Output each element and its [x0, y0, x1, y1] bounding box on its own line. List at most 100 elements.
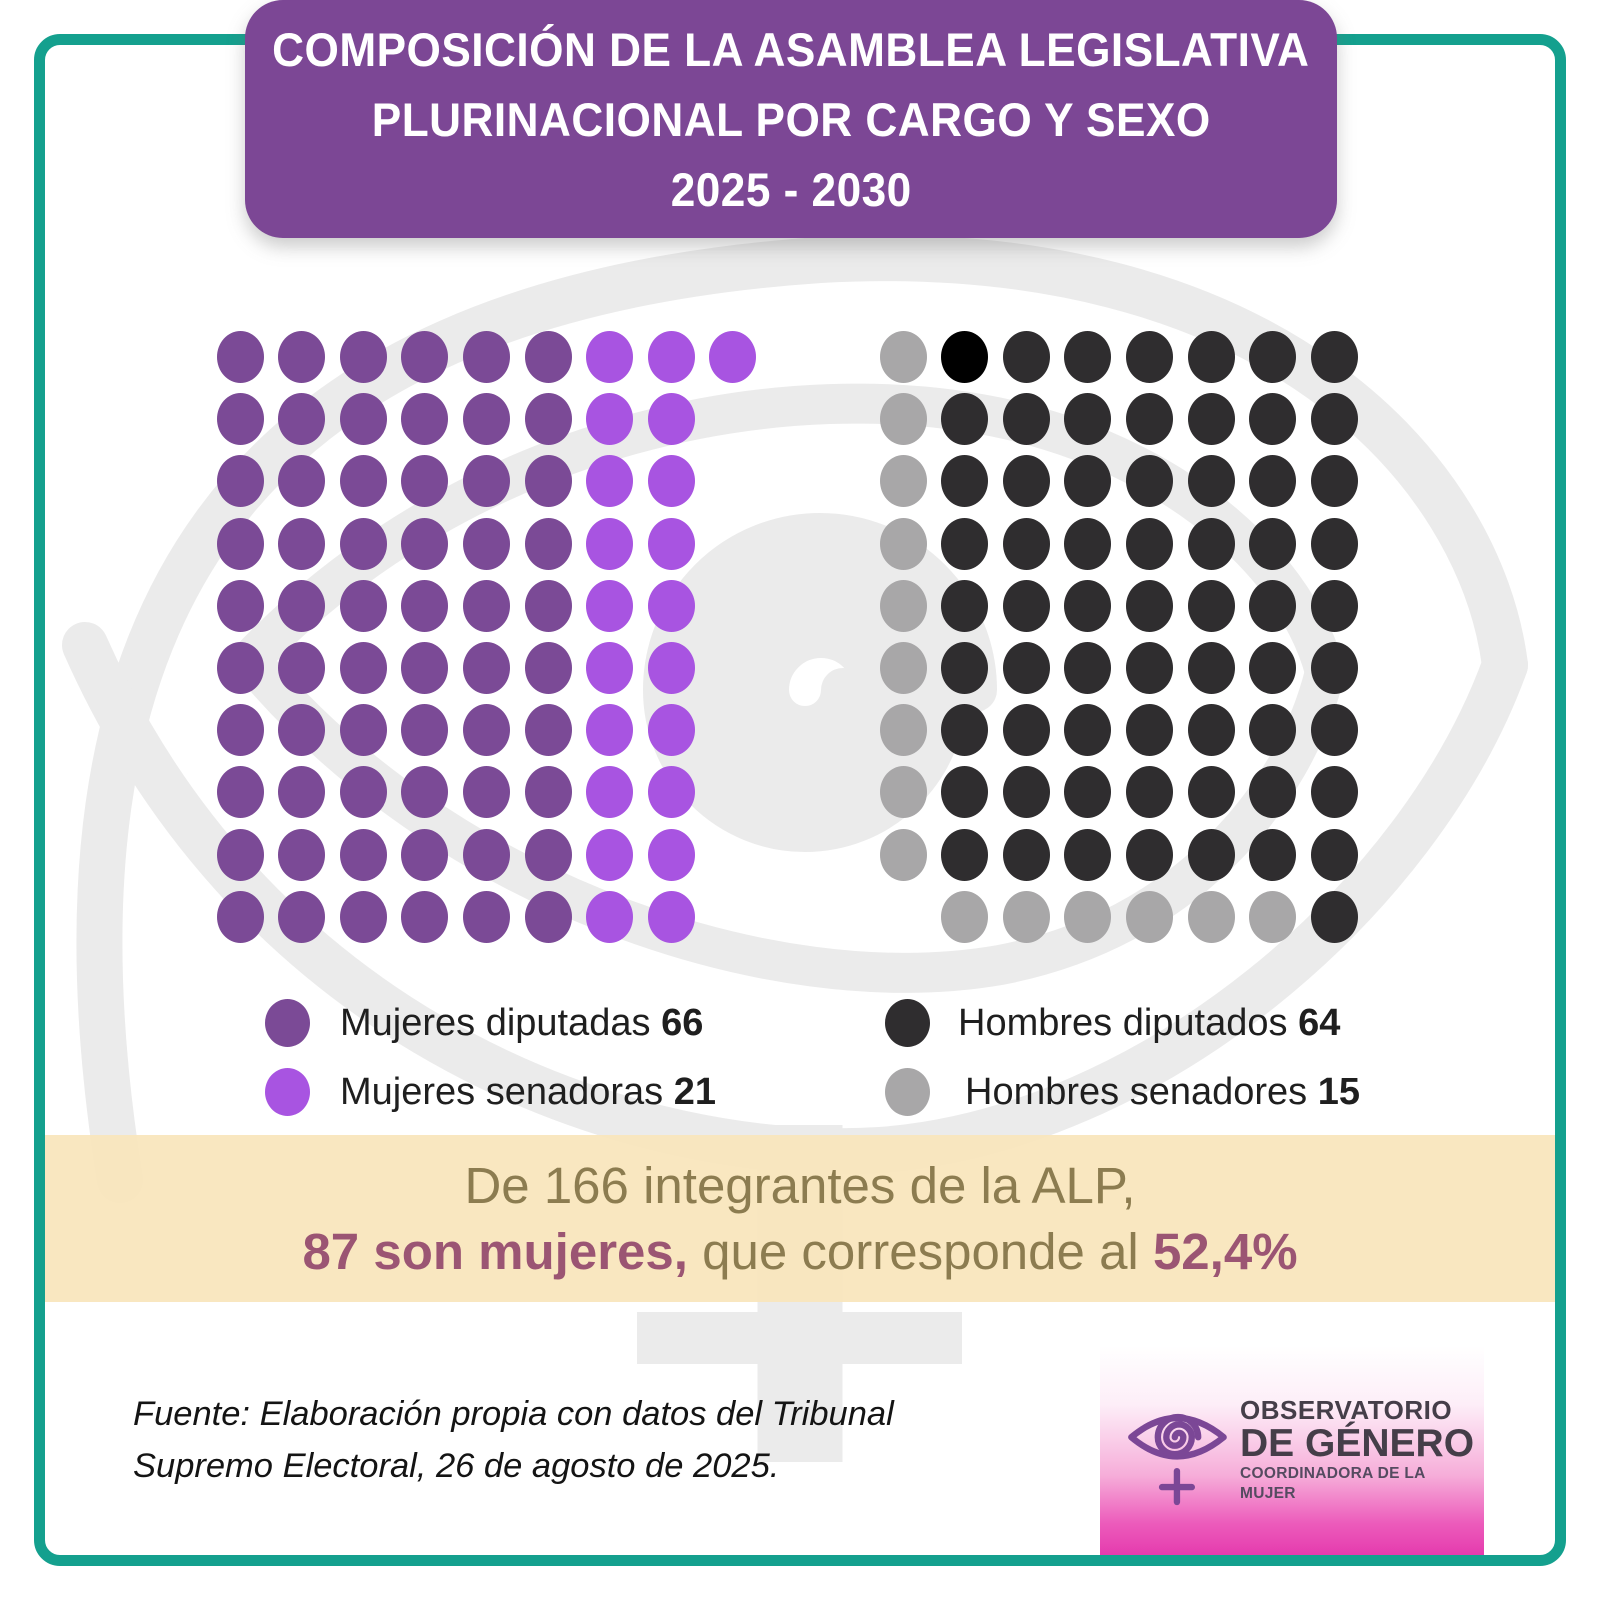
legend-text: Hombres senadores	[965, 1071, 1308, 1113]
seat-dot	[1310, 393, 1358, 446]
seat-dot	[709, 331, 757, 383]
seat-dot	[1187, 642, 1235, 694]
seat-dot	[401, 393, 449, 446]
seat-dot	[1125, 579, 1173, 632]
seat-dot	[586, 455, 634, 508]
seat-dot	[401, 455, 449, 508]
seat-dot	[462, 642, 510, 694]
seat-dot	[1187, 704, 1235, 757]
seat-dot	[1249, 890, 1297, 943]
seat-dot	[1310, 517, 1358, 570]
seat-dot	[1310, 579, 1358, 632]
seat-dot	[278, 890, 326, 943]
logo-title-1: OBSERVATORIO	[1240, 1395, 1453, 1425]
seat-dot	[524, 828, 572, 881]
seat-dot	[216, 579, 264, 632]
seat-dot	[941, 455, 989, 508]
seat-dot	[1249, 393, 1297, 446]
seat-dot	[647, 828, 695, 881]
legend-value: 15	[1317, 1071, 1361, 1113]
seat-dot	[1002, 331, 1050, 383]
seat-dot	[1249, 642, 1297, 694]
summary-highlight-1: 87 son mujeres,	[302, 1222, 688, 1280]
seat-dot	[1310, 455, 1358, 508]
seat-dot	[1125, 517, 1173, 570]
seat-dot	[1249, 455, 1297, 508]
seat-dot	[339, 393, 387, 446]
seat-dot	[401, 890, 449, 943]
seat-dot	[216, 642, 264, 694]
legend-value: 21	[673, 1071, 717, 1113]
seat-dot	[1002, 704, 1050, 757]
seat-dot	[524, 766, 572, 819]
seat-dot	[586, 828, 634, 881]
seat-dot	[339, 642, 387, 694]
legend-value: 66	[661, 1002, 704, 1044]
seat-dot	[278, 766, 326, 819]
seat-dot	[586, 766, 634, 819]
seat-dot	[1310, 766, 1358, 819]
seat-dot	[1125, 704, 1173, 757]
seat-dot	[941, 828, 989, 881]
seat-dot	[1187, 393, 1235, 446]
seat-dot	[879, 393, 927, 446]
seat-dot	[339, 455, 387, 508]
seat-dot	[941, 393, 989, 446]
seat-dot	[1249, 704, 1297, 757]
seat-dot	[941, 579, 989, 632]
seat-dot	[401, 766, 449, 819]
seat-dot	[1064, 766, 1112, 819]
seat-dot	[1064, 828, 1112, 881]
seat-dot	[1310, 642, 1358, 694]
seat-dot	[879, 642, 927, 694]
seat-dot	[1310, 331, 1358, 383]
seat-dot	[879, 517, 927, 570]
legend-text: Mujeres senadoras	[340, 1071, 664, 1113]
seat-dot	[401, 331, 449, 383]
seat-dot	[1187, 828, 1235, 881]
seat-dot	[524, 331, 572, 383]
seat-dot	[1002, 393, 1050, 446]
legend-label-mujeres-diputadas: Mujeres diputadas 66	[340, 999, 703, 1047]
seat-dot	[1187, 331, 1235, 383]
seat-dot	[339, 579, 387, 632]
seat-dot	[1125, 828, 1173, 881]
seat-dot	[1187, 766, 1235, 819]
seat-dot	[1187, 455, 1235, 508]
seat-dot	[1125, 393, 1173, 446]
seat-dot	[524, 704, 572, 757]
seat-dot	[1125, 455, 1173, 508]
seat-dot	[1064, 331, 1112, 383]
logo-title-2: DE GÉNERO	[1240, 1422, 1475, 1465]
seat-dot	[462, 890, 510, 943]
seat-dot	[879, 766, 927, 819]
seat-dot	[462, 828, 510, 881]
legend-dot-mujeres-senadoras	[265, 1068, 310, 1116]
summary-line-2: 87 son mujeres, que corresponde al 52,4%	[302, 1221, 1297, 1283]
seat-dot	[278, 393, 326, 446]
seat-dot	[586, 517, 634, 570]
title-banner: COMPOSICIÓN DE LA ASAMBLEA LEGISLATIVA P…	[245, 0, 1337, 238]
legend-dot-hombres-diputados	[885, 999, 930, 1047]
seat-dot	[1002, 642, 1050, 694]
logo-subtitle: COORDINADORA DE LA MUJER	[1240, 1465, 1426, 1502]
seat-dot	[1187, 890, 1235, 943]
seat-dot	[1064, 455, 1112, 508]
seat-dot	[278, 517, 326, 570]
seat-dot	[941, 766, 989, 819]
seat-dot	[216, 766, 264, 819]
seat-dot	[401, 642, 449, 694]
seat-dot	[647, 455, 695, 508]
seat-dot	[1249, 331, 1297, 383]
seat-dot	[1002, 766, 1050, 819]
seat-dot	[339, 766, 387, 819]
seat-dot	[1249, 517, 1297, 570]
seat-dot	[1064, 517, 1112, 570]
seat-dot	[216, 455, 264, 508]
source-note: Fuente: Elaboración propia con datos del…	[133, 1388, 894, 1492]
seat-dot	[586, 642, 634, 694]
seat-dot	[586, 704, 634, 757]
seat-dot	[278, 704, 326, 757]
seat-dot	[941, 517, 989, 570]
seat-dot	[216, 517, 264, 570]
